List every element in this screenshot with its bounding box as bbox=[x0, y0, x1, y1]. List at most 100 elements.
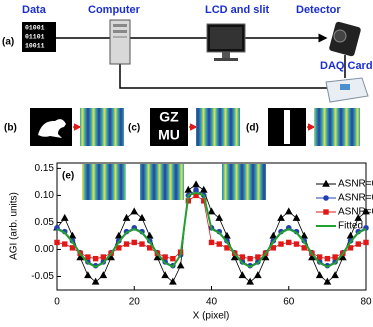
marker bbox=[301, 245, 307, 251]
lcd-icon bbox=[206, 23, 246, 61]
rat-shape bbox=[38, 119, 66, 138]
marker bbox=[116, 245, 122, 251]
computer-icon bbox=[109, 19, 131, 65]
marker bbox=[85, 254, 91, 260]
series-line bbox=[56, 191, 367, 269]
x-tick-label: 0 bbox=[54, 297, 60, 308]
x-tick-label: 60 bbox=[283, 297, 295, 308]
data-bits: 01001 bbox=[25, 25, 45, 32]
chart: (e) X (pixel) AGI (arb. units) 0 20 40 60 80… bbox=[9, 162, 373, 322]
marker bbox=[176, 261, 185, 269]
marker bbox=[114, 231, 123, 239]
marker bbox=[68, 231, 77, 239]
panel-label: (d) bbox=[246, 123, 259, 134]
marker bbox=[62, 241, 68, 247]
x-tick-label: 40 bbox=[206, 297, 218, 308]
marker bbox=[100, 254, 107, 260]
marker bbox=[354, 213, 363, 221]
marker bbox=[254, 271, 262, 279]
node-label: Computer bbox=[88, 4, 141, 16]
marker bbox=[316, 254, 323, 260]
marker bbox=[216, 241, 222, 247]
marker bbox=[255, 254, 261, 260]
detector-icon bbox=[329, 21, 361, 57]
marker bbox=[170, 255, 176, 262]
marker bbox=[147, 245, 153, 251]
legend-marker bbox=[322, 179, 330, 187]
marker bbox=[54, 239, 60, 246]
daq-icon bbox=[325, 77, 369, 103]
panel-label: (a) bbox=[2, 37, 14, 48]
marker bbox=[122, 213, 131, 221]
marker bbox=[131, 239, 137, 246]
marker bbox=[91, 277, 100, 285]
marker bbox=[347, 245, 354, 251]
marker bbox=[223, 231, 231, 239]
data-bits: 10011 bbox=[25, 43, 45, 50]
marker bbox=[169, 277, 177, 285]
marker bbox=[355, 241, 361, 247]
x-tick-label: 80 bbox=[360, 297, 372, 308]
legend-label: ASNR=0.2 bbox=[338, 193, 373, 204]
node-label: Data bbox=[22, 4, 47, 16]
y-tick-label: -0.05 bbox=[31, 271, 54, 282]
marker bbox=[215, 213, 224, 221]
marker bbox=[239, 254, 246, 260]
marker bbox=[277, 213, 285, 221]
marker bbox=[278, 241, 284, 247]
mask bbox=[150, 108, 188, 146]
data-box bbox=[22, 22, 56, 52]
y-tick-label: 0.15 bbox=[35, 163, 55, 174]
mask-text: GZ bbox=[159, 109, 179, 125]
marker bbox=[332, 254, 338, 260]
y-axis-label: AGI (arb. units) bbox=[9, 192, 20, 260]
marker bbox=[331, 271, 339, 279]
marker bbox=[269, 231, 278, 239]
marker bbox=[199, 185, 208, 193]
panel-a: (a) Data Computer LCD and slit Detector … bbox=[2, 4, 373, 103]
marker bbox=[286, 239, 292, 246]
marker bbox=[292, 213, 301, 221]
marker bbox=[139, 241, 145, 247]
marker bbox=[315, 271, 324, 279]
marker bbox=[161, 271, 169, 279]
data-bits: 01101 bbox=[25, 34, 45, 41]
panel-label: (e) bbox=[62, 171, 74, 182]
stripe-image bbox=[314, 108, 360, 146]
node-label: Detector bbox=[296, 4, 341, 16]
marker bbox=[69, 245, 76, 251]
marker bbox=[84, 271, 92, 279]
y-tick-label: 0.00 bbox=[35, 244, 55, 255]
feedback-line bbox=[119, 64, 330, 89]
legend-label: ASNR=0.3 bbox=[338, 179, 373, 190]
marker bbox=[324, 255, 331, 262]
legend-marker bbox=[323, 209, 329, 215]
y-tick-label: 0.05 bbox=[35, 217, 55, 228]
marker bbox=[145, 231, 154, 239]
marker bbox=[138, 213, 146, 221]
node-label: DAQ Card bbox=[320, 60, 373, 72]
panel-label: (c) bbox=[128, 123, 140, 134]
marker bbox=[323, 277, 332, 285]
legend-label: Fitted bbox=[338, 221, 363, 232]
inset-image bbox=[82, 164, 126, 200]
inset-image bbox=[140, 164, 184, 200]
mask-text: MU bbox=[158, 127, 180, 143]
marker bbox=[60, 213, 69, 221]
marker bbox=[362, 207, 370, 215]
marker bbox=[184, 185, 193, 193]
slit bbox=[284, 110, 290, 144]
marker bbox=[208, 239, 215, 246]
marker bbox=[224, 245, 230, 251]
marker bbox=[123, 241, 130, 247]
marker bbox=[92, 255, 99, 262]
marker bbox=[270, 245, 277, 251]
x-tick-label: 20 bbox=[129, 297, 141, 308]
marker bbox=[246, 277, 254, 285]
stripe-image bbox=[196, 108, 240, 146]
marker bbox=[247, 255, 253, 262]
legend-marker bbox=[323, 195, 329, 201]
marker bbox=[346, 231, 355, 239]
marker bbox=[207, 207, 216, 215]
inset-image bbox=[222, 164, 266, 200]
